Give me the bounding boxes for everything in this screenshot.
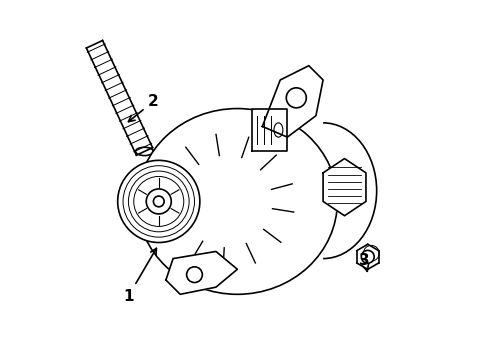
Text: 1: 1 — [123, 248, 156, 303]
Circle shape — [186, 267, 202, 283]
Polygon shape — [251, 109, 287, 152]
Polygon shape — [262, 66, 323, 137]
Circle shape — [153, 196, 164, 207]
Ellipse shape — [137, 109, 337, 294]
Polygon shape — [323, 158, 365, 216]
Text: 2: 2 — [128, 94, 159, 122]
Circle shape — [146, 189, 171, 214]
Circle shape — [118, 160, 200, 243]
Circle shape — [285, 88, 305, 108]
Text: 3: 3 — [358, 253, 369, 271]
Polygon shape — [165, 251, 237, 294]
Circle shape — [361, 250, 373, 263]
